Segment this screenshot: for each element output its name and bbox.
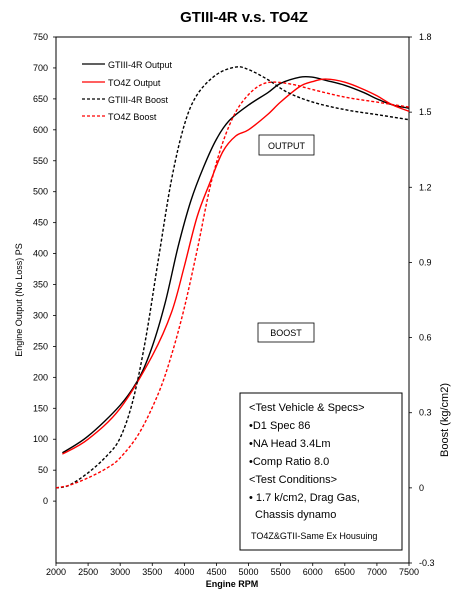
series-layer xyxy=(55,66,410,489)
y2-axis-label: Boost (kg/cm2) xyxy=(439,383,451,457)
y2-axis-ticks: -0.3 0 0.3 0.6 0.9 1.2 1.5 1.8 xyxy=(409,32,435,568)
y-tick-label: 50 xyxy=(38,465,48,475)
legend-label-to4z-output: TO4Z Output xyxy=(108,78,161,88)
series-line-gtiii-4r-boost xyxy=(55,66,410,489)
x-tick-label: 7500 xyxy=(399,567,419,577)
spec-box-conditions-heading: <Test Conditions> xyxy=(249,474,337,486)
spec-box-footnote: TO4Z&GTII-Same Ex Housuing xyxy=(251,531,377,541)
y2-tick-label: -0.3 xyxy=(419,558,435,568)
spec-box-heading: <Test Vehicle & Specs> xyxy=(249,402,365,414)
x-tick-label: 5000 xyxy=(239,567,259,577)
y2-tick-label: 1.8 xyxy=(419,32,432,42)
y-tick-label: 500 xyxy=(33,187,48,197)
y-tick-label: 600 xyxy=(33,125,48,135)
y2-tick-label: 0.6 xyxy=(419,333,432,343)
x-tick-label: 3500 xyxy=(142,567,162,577)
series-line-to4z-boost xyxy=(55,81,410,489)
y-tick-label: 150 xyxy=(33,403,48,413)
y-axis-ticks: 0 50 100 150 200 250 300 350 400 450 500 550 600 650 7… xyxy=(33,32,56,506)
y-tick-label: 0 xyxy=(43,496,48,506)
spec-box-line-4: • 1.7 k/cm2, Drag Gas, xyxy=(249,492,360,504)
y2-tick-label: 1.5 xyxy=(419,107,432,117)
plot-frame xyxy=(55,36,410,564)
x-tick-label: 6000 xyxy=(303,567,323,577)
y-tick-label: 100 xyxy=(33,434,48,444)
x-tick-label: 5500 xyxy=(271,567,291,577)
x-axis-ticks: 2000 2500 3000 3500 4000 4500 5000 5500 6000 6500… xyxy=(46,563,419,577)
legend-label-gtiii-boost: GTIII-4R Boost xyxy=(108,95,169,105)
boost-annotation: BOOST xyxy=(270,328,302,338)
y-tick-label: 700 xyxy=(33,63,48,73)
y-tick-label: 550 xyxy=(33,156,48,166)
x-axis-label: Engine RPM xyxy=(206,579,259,589)
x-tick-label: 2500 xyxy=(78,567,98,577)
y-tick-label: 300 xyxy=(33,310,48,320)
x-tick-label: 7000 xyxy=(367,567,387,577)
y-tick-label: 750 xyxy=(33,32,48,42)
x-tick-label: 4000 xyxy=(174,567,194,577)
spec-box xyxy=(239,392,403,551)
y2-tick-label: 0.9 xyxy=(419,257,432,267)
legend-label-to4z-boost: TO4Z Boost xyxy=(108,112,157,122)
series-line-gtiii-4r-output xyxy=(62,75,410,454)
y-tick-label: 200 xyxy=(33,372,48,382)
x-tick-label: 3000 xyxy=(110,567,130,577)
series-line-to4z-output xyxy=(62,78,410,455)
y-tick-label: 350 xyxy=(33,280,48,290)
y2-tick-label: 1.2 xyxy=(419,182,432,192)
legend-label-gtiii-output: GTIII-4R Output xyxy=(108,60,173,70)
y-tick-label: 400 xyxy=(33,249,48,259)
y-axis-label: Engine Output (No Loss) PS xyxy=(14,243,24,357)
y-tick-label: 650 xyxy=(33,94,48,104)
y2-tick-label: 0 xyxy=(419,483,424,493)
chart-title: GTIII-4R v.s. TO4Z xyxy=(180,9,308,26)
x-tick-label: 4500 xyxy=(206,567,226,577)
spec-box-line-3: •Comp Ratio 8.0 xyxy=(249,456,329,468)
spec-box-line-1: •D1 Spec 86 xyxy=(249,420,310,432)
y-tick-label: 450 xyxy=(33,218,48,228)
output-annotation-box xyxy=(258,134,315,156)
x-tick-label: 6500 xyxy=(335,567,355,577)
boost-annotation-box xyxy=(257,322,315,343)
spec-box-line-2: •NA Head 3.4Lm xyxy=(249,438,331,450)
x-tick-label: 2000 xyxy=(46,567,66,577)
spec-box-line-5: Chassis dynamo xyxy=(255,509,336,521)
y-tick-label: 250 xyxy=(33,341,48,351)
output-annotation: OUTPUT xyxy=(268,141,306,151)
y2-tick-label: 0.3 xyxy=(419,408,432,418)
legend: GTIII-4R Output TO4Z Output GTIII-4R Boo… xyxy=(82,60,173,122)
